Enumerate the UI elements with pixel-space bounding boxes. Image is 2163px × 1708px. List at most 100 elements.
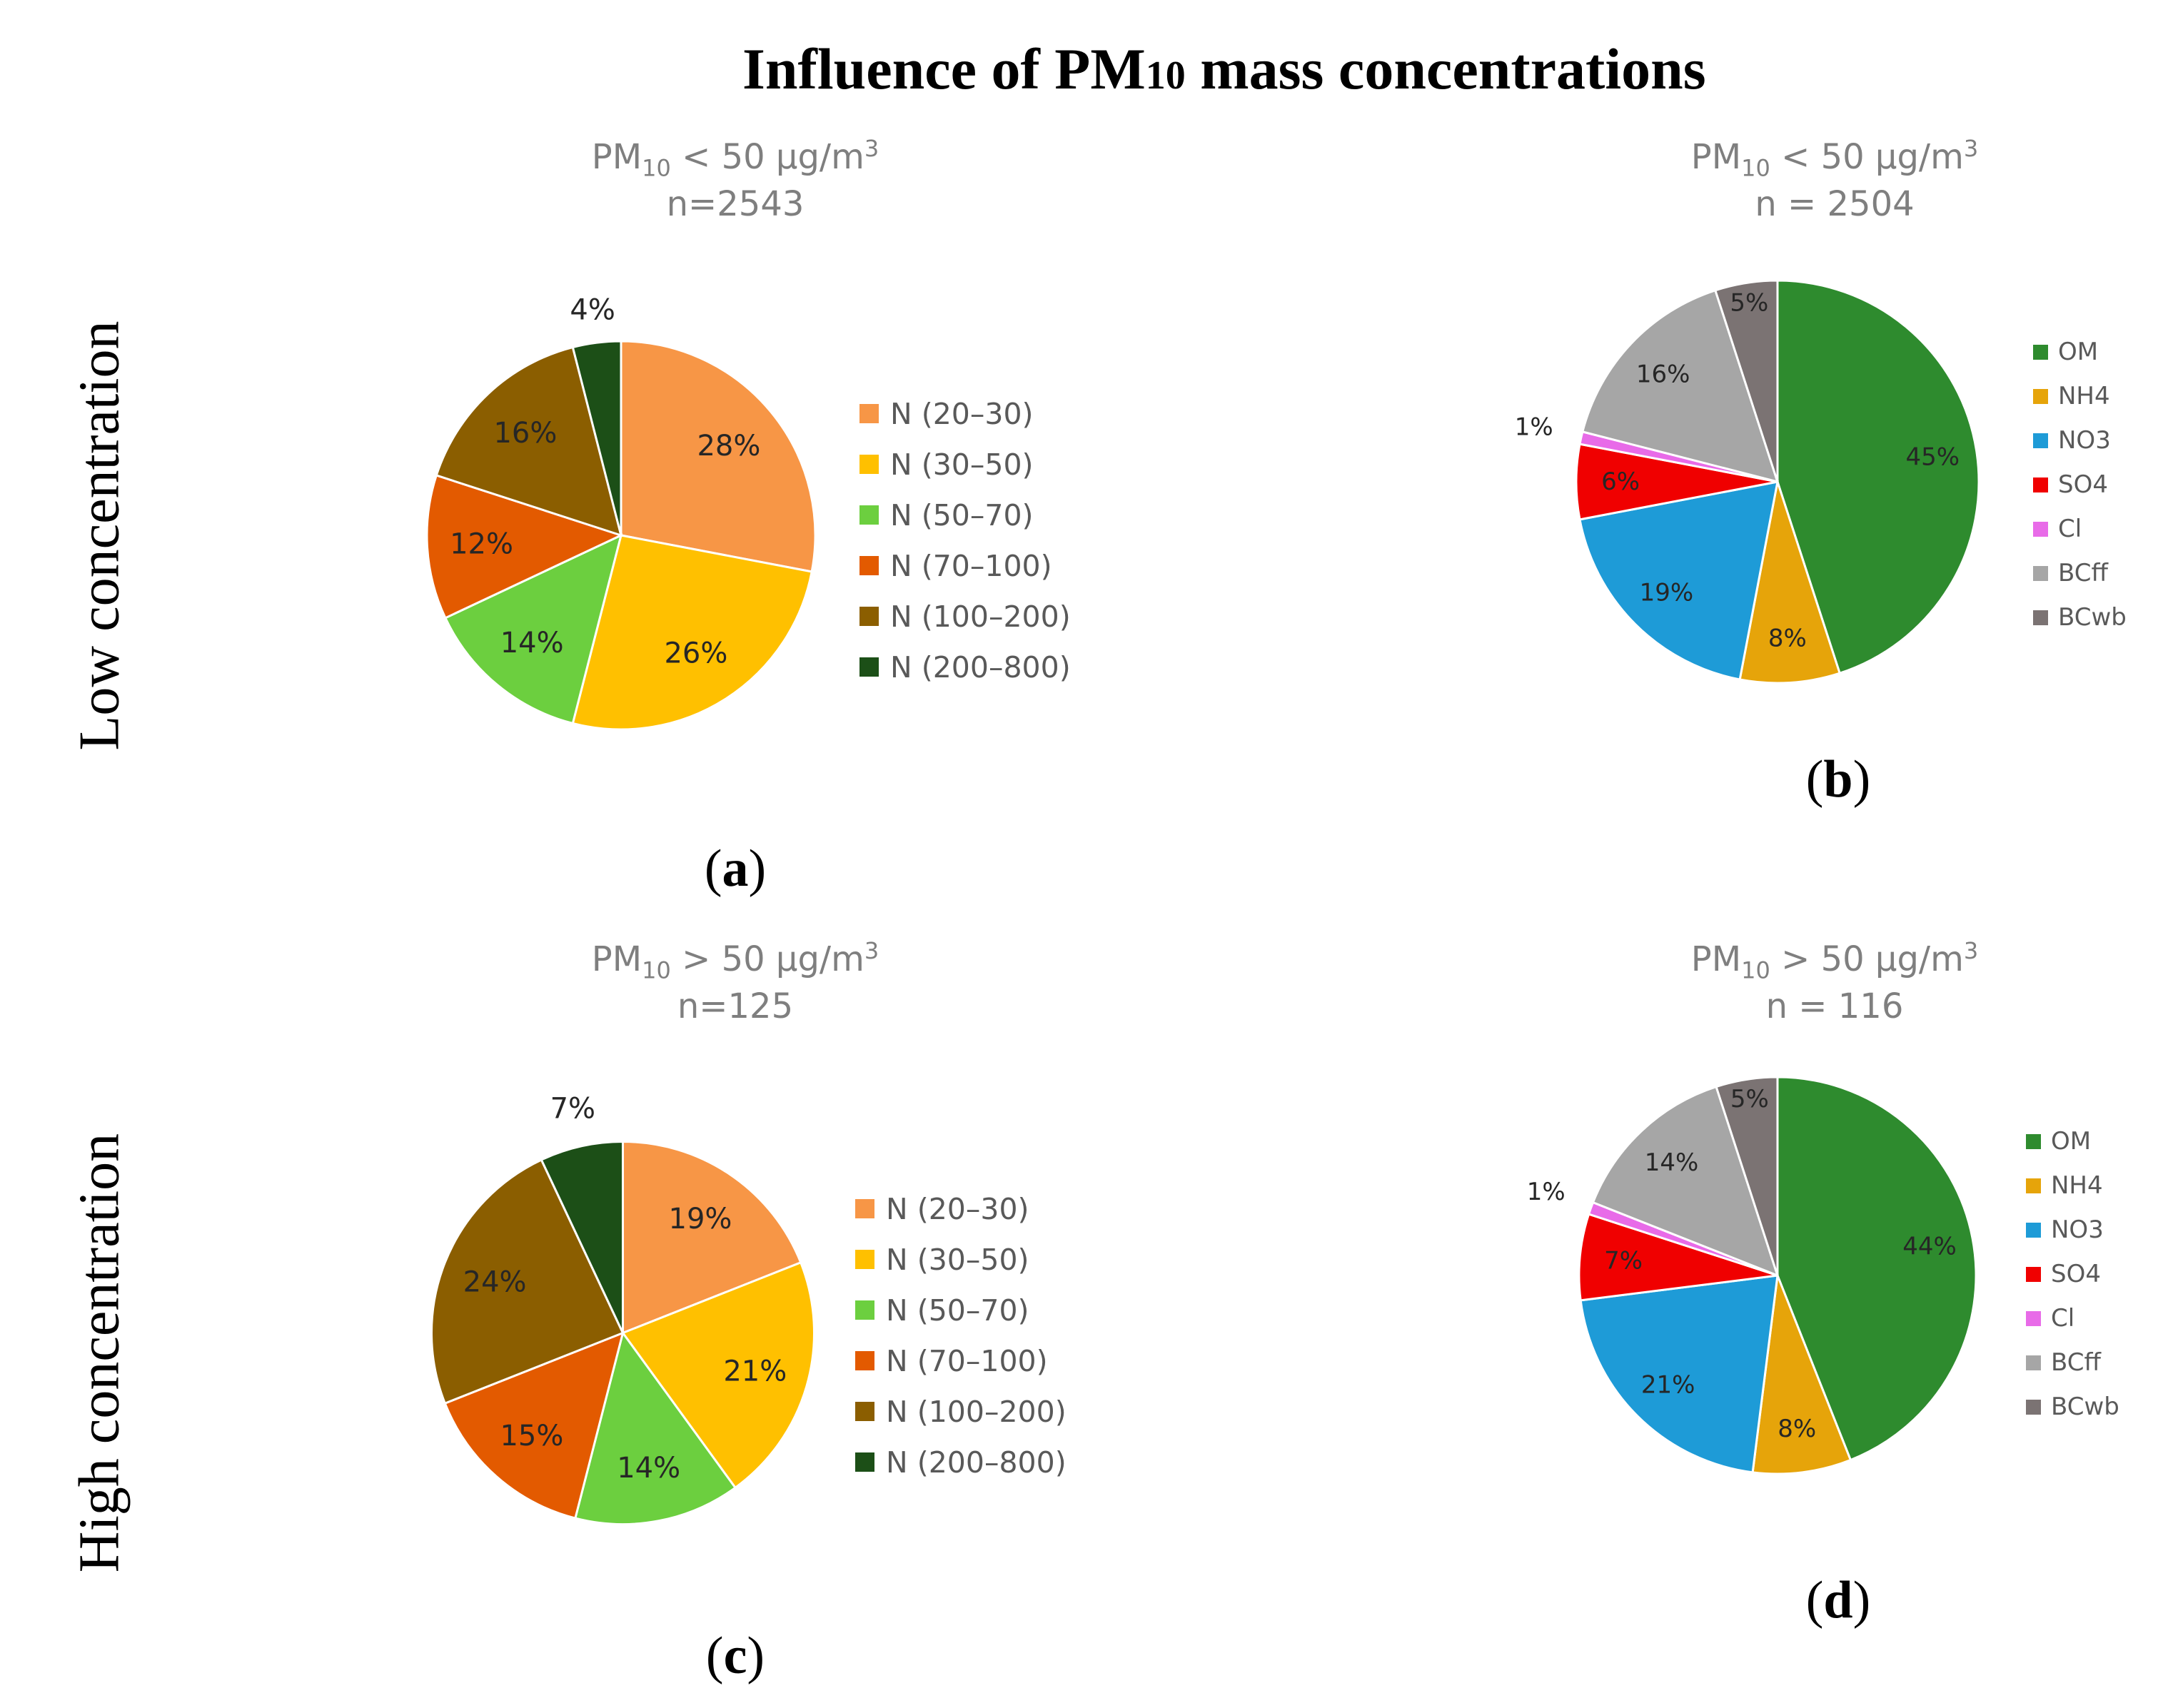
figure-title-subscript: 10 [1145, 54, 1186, 98]
legend-item-a-n-200-800: N (200–800) [859, 642, 1071, 692]
chart-d-title-rest: > 50 µg/m [1770, 939, 1964, 979]
pie-slice-d-nh4 [1751, 1275, 1852, 1475]
figure-title-main: Influence of PM [742, 36, 1146, 101]
pie-slice-c-n-30-50 [621, 1260, 815, 1490]
chart-a-title-rest: < 50 µg/m [670, 137, 864, 177]
legend-label: BCff [2058, 559, 2108, 587]
data-label-b-bcff: 16% [1636, 360, 1690, 388]
legend-swatch [2026, 1399, 2041, 1415]
chart-a-title-line1: PM10 < 50 µg/m3 [450, 134, 1021, 183]
pie-slice-c-n-100-200 [430, 1158, 625, 1405]
legend-label: SO4 [2051, 1260, 2101, 1288]
legend-d: OM NH4 NO3 SO4 Cl BCff BCwb [2026, 1119, 2119, 1429]
legend-swatch [859, 455, 879, 474]
data-labels-d: 44% 8% 21% 7% 1% 14% 5% [1527, 1085, 1957, 1443]
legend-label: OM [2051, 1127, 2092, 1156]
legend-item-c-n-50-70: N (50–70) [855, 1285, 1067, 1335]
chart-b-title-rest: < 50 µg/m [1770, 137, 1964, 177]
chart-b-title-line1: PM10 < 50 µg/m3 [1549, 134, 2120, 183]
legend-swatch [2033, 477, 2048, 492]
chart-b-title-pm: PM [1690, 137, 1742, 177]
pie-slice-a-n-30-50 [571, 534, 813, 731]
legend-swatch [2033, 388, 2048, 404]
pie-slice-b-nh4 [1738, 481, 1842, 684]
legend-swatch [855, 1351, 874, 1370]
data-label-a-n-20-30: 28% [697, 430, 760, 463]
panel-d-paren-close: ) [1852, 1571, 1871, 1629]
pie-slice-b-bcff [1581, 288, 1780, 484]
pie-slice-a-n-50-70 [443, 533, 623, 725]
data-label-d-bcff: 14% [1645, 1148, 1699, 1177]
chart-a-title-sup: 3 [864, 135, 879, 162]
legend-item-b-nh4: NH4 [2033, 374, 2127, 418]
legend-label: N (200–800) [890, 650, 1071, 684]
figure-title: Influence of PM10 mass concentrations [742, 36, 1813, 103]
legend-item-b-so4: SO4 [2033, 463, 2127, 507]
legend-label: NO3 [2051, 1216, 2104, 1244]
pie-slice-a-n-70-100 [425, 474, 625, 620]
panel-label-c: (c) [664, 1626, 807, 1687]
legend-swatch [2026, 1355, 2041, 1370]
legend-a: N (20–30) N (30–50) N (50–70) N (70–100) N (… [859, 388, 1071, 692]
legend-label: Cl [2051, 1304, 2075, 1333]
data-label-b-so4: 6% [1601, 468, 1640, 496]
pie-slice-b-om [1776, 279, 1980, 675]
data-label-d-om: 44% [1902, 1232, 1957, 1260]
data-label-c-n-20-30: 19% [669, 1203, 732, 1235]
legend-item-b-cl: Cl [2033, 507, 2127, 551]
legend-item-a-n-30-50: N (30–50) [859, 439, 1071, 490]
chart-c-title: PM10 > 50 µg/m3 n=125 [450, 936, 1021, 1028]
panel-c-paren-open: ( [705, 1627, 724, 1685]
data-label-d-bcwb: 5% [1730, 1085, 1769, 1113]
data-label-a-n-70-100: 12% [450, 527, 513, 560]
legend-swatch [859, 607, 879, 626]
legend-item-a-n-20-30: N (20–30) [859, 388, 1071, 439]
chart-c-sample-size: n=125 [677, 986, 794, 1026]
data-label-d-no3: 21% [1641, 1370, 1695, 1399]
legend-label: N (100–200) [886, 1394, 1067, 1429]
chart-a-sample-size: n=2543 [666, 183, 805, 224]
legend-swatch [2026, 1133, 2041, 1149]
legend-swatch [2033, 344, 2048, 360]
legend-item-d-bcff: BCff [2026, 1340, 2119, 1385]
data-label-d-so4: 7% [1604, 1247, 1643, 1275]
chart-d-title-pm: PM [1690, 939, 1742, 979]
chart-b-title-sub: 10 [1741, 154, 1770, 182]
panel-d-paren-open: ( [1805, 1571, 1824, 1629]
legend-label: SO4 [2058, 470, 2108, 499]
panel-label-b: (b) [1767, 749, 1910, 810]
legend-label: BCwb [2051, 1393, 2119, 1421]
legend-swatch [2033, 521, 2048, 537]
legend-item-c-n-70-100: N (70–100) [855, 1335, 1067, 1386]
legend-item-b-no3: NO3 [2033, 418, 2127, 463]
panel-b-paren-open: ( [1805, 750, 1824, 809]
legend-swatch [859, 556, 879, 575]
legend-label: BCwb [2058, 603, 2127, 632]
panel-c-letter: c [723, 1627, 747, 1685]
chart-d-title: PM10 > 50 µg/m3 n = 116 [1549, 936, 2120, 1028]
pie-chart-b: 45% 8% 19% 6% 1% 16% 5% [1515, 279, 1980, 684]
slices-a [425, 340, 817, 731]
pie-slice-d-bcwb [1715, 1076, 1779, 1276]
legend-label: NH4 [2058, 382, 2110, 410]
legend-item-d-bcwb: BCwb [2026, 1385, 2119, 1429]
chart-b-title-sup: 3 [1963, 135, 1979, 162]
legend-item-d-so4: SO4 [2026, 1252, 2119, 1296]
pie-slice-d-so4 [1578, 1213, 1778, 1302]
legend-label: NO3 [2058, 426, 2111, 455]
slices-c [430, 1140, 815, 1525]
pie-slice-a-n-100-200 [435, 345, 623, 537]
chart-a-title-sub: 10 [642, 154, 671, 182]
panel-a-paren-close: ) [748, 839, 767, 898]
pie-slice-b-no3 [1578, 480, 1779, 681]
data-label-b-cl: 1% [1515, 413, 1553, 442]
pie-slice-a-n-200-800 [571, 340, 622, 536]
chart-c-title-sub: 10 [642, 956, 671, 984]
data-label-b-no3: 19% [1640, 579, 1694, 607]
pie-slice-c-n-200-800 [540, 1140, 624, 1334]
legend-label: N (100–200) [890, 599, 1071, 634]
legend-label: N (30–50) [890, 447, 1034, 482]
pie-slice-a-n-20-30 [620, 340, 817, 573]
chart-d-title-sub: 10 [1741, 956, 1770, 984]
chart-d-sample-size: n = 116 [1765, 986, 1904, 1026]
